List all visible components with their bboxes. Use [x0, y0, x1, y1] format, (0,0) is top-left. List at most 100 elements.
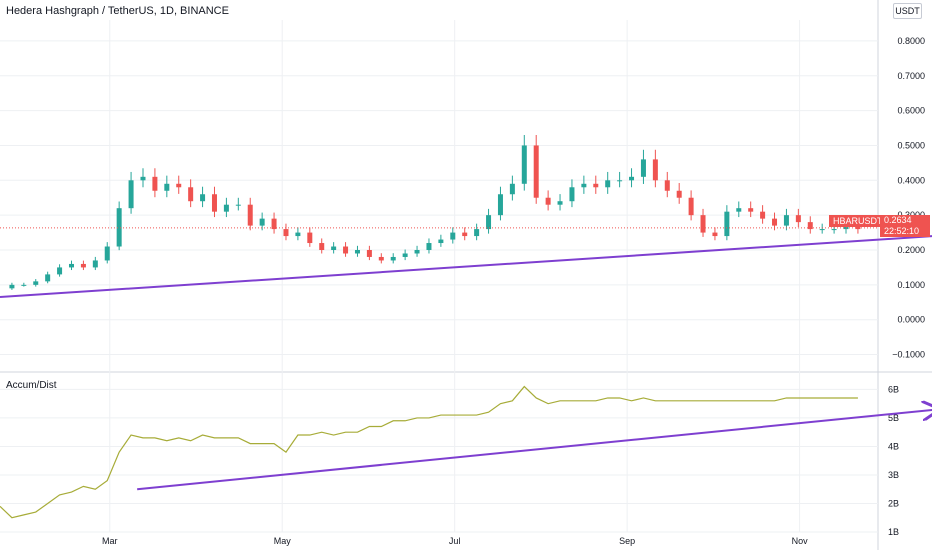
- candle-body: [235, 204, 241, 206]
- candle-body: [68, 263, 74, 268]
- candle-body: [140, 176, 146, 181]
- candle-body: [92, 260, 98, 268]
- last-price-badge: 0.2634 22:52:10: [880, 215, 930, 237]
- candle-body: [45, 274, 51, 282]
- candle-body: [760, 211, 766, 219]
- x-tick-label: Nov: [792, 536, 809, 546]
- candle-body: [557, 201, 563, 205]
- candle-body: [700, 215, 706, 233]
- candle-body: [462, 232, 468, 237]
- x-tick-label: Mar: [102, 536, 118, 546]
- candle-body: [211, 194, 217, 212]
- candle-body: [438, 239, 444, 244]
- y-tick-label: −0.1000: [892, 350, 925, 360]
- candle-body: [497, 194, 503, 216]
- currency-badge[interactable]: USDT: [893, 3, 922, 19]
- y-tick-label: 0.2000: [897, 245, 925, 255]
- y-tick-label: 4B: [888, 441, 899, 451]
- candle-body: [116, 208, 122, 247]
- candle-body: [533, 145, 539, 198]
- accum-dist-line: [0, 385, 858, 519]
- candle-body: [307, 232, 313, 244]
- x-tick-label: May: [274, 536, 292, 546]
- candle-body: [783, 215, 789, 226]
- candle-body: [664, 180, 670, 191]
- candle-body: [414, 250, 420, 254]
- candle-body: [486, 215, 492, 230]
- candle-body: [247, 204, 253, 226]
- candle-body: [605, 180, 611, 188]
- symbol-price-label: HBARUSDT: [829, 215, 887, 227]
- candle-body: [378, 256, 384, 261]
- candle-body: [57, 267, 63, 275]
- y-tick-label: 2B: [888, 498, 899, 508]
- candle-body: [259, 218, 265, 226]
- candle-body: [652, 159, 658, 181]
- candle-body: [712, 232, 718, 237]
- candle-body: [223, 204, 229, 212]
- candle-body: [581, 183, 587, 188]
- y-tick-label: 0.0000: [897, 315, 925, 325]
- candle-body: [748, 208, 754, 212]
- candle-body: [831, 229, 837, 231]
- candle-body: [736, 208, 742, 212]
- y-tick-label: 3B: [888, 470, 899, 480]
- candle-body: [772, 218, 778, 226]
- candle-body: [593, 183, 599, 188]
- candle-body: [128, 180, 134, 209]
- candle-body: [795, 215, 801, 223]
- candle-body: [426, 243, 432, 250]
- last-price-value: 0.2634: [884, 215, 912, 225]
- candle-body: [33, 281, 39, 285]
- candle-body: [807, 222, 813, 230]
- candle-body: [509, 183, 515, 195]
- candle-body: [819, 229, 825, 231]
- candle-body: [9, 284, 15, 289]
- x-tick-label: Sep: [619, 536, 635, 546]
- candle-body: [629, 176, 635, 181]
- candle-body: [188, 187, 194, 202]
- candle-body: [545, 197, 551, 205]
- candle-body: [474, 229, 480, 237]
- accum-dist-trendline: [137, 409, 932, 491]
- y-tick-label: 6B: [888, 384, 899, 394]
- candle-body: [724, 211, 730, 237]
- chart-title: Hedera Hashgraph / TetherUS, 1D, BINANCE: [6, 5, 229, 17]
- candle-body: [390, 256, 396, 261]
- candle-body: [354, 250, 360, 254]
- indicator-label: Accum/Dist: [6, 380, 57, 391]
- candle-body: [271, 218, 277, 230]
- bar-countdown: 22:52:10: [884, 226, 920, 236]
- candle-body: [319, 243, 325, 250]
- y-tick-label: 5B: [888, 413, 899, 423]
- candle-body: [343, 246, 349, 254]
- y-tick-label: 0.4000: [897, 175, 925, 185]
- candle-body: [164, 183, 170, 191]
- y-tick-label: 0.7000: [897, 71, 925, 81]
- candle-body: [688, 197, 694, 216]
- candle-body: [295, 232, 301, 237]
- x-tick-label: Jul: [449, 536, 461, 546]
- y-tick-label: 0.6000: [897, 106, 925, 116]
- y-tick-label: 1B: [888, 527, 899, 537]
- candle-body: [200, 194, 206, 202]
- candle-body: [521, 145, 527, 184]
- candle-body: [843, 225, 849, 230]
- candle-body: [402, 253, 408, 257]
- y-tick-label: 0.5000: [897, 140, 925, 150]
- candle-body: [176, 183, 182, 188]
- candle-body: [283, 229, 289, 237]
- candle-body: [569, 187, 575, 202]
- candle-body: [152, 176, 158, 191]
- candle-body: [104, 246, 110, 261]
- candle-body: [640, 159, 646, 177]
- candle-body: [80, 263, 86, 268]
- support-trendline: [0, 235, 932, 299]
- candle-body: [617, 180, 623, 182]
- y-tick-label: 0.8000: [897, 36, 925, 46]
- candle-body: [450, 232, 456, 240]
- candle-body: [331, 246, 337, 250]
- candle-body: [21, 284, 27, 286]
- candle-body: [676, 190, 682, 198]
